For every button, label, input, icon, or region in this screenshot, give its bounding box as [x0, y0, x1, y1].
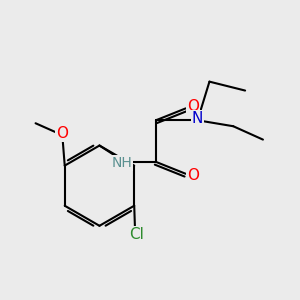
Text: N: N	[192, 111, 203, 126]
Text: O: O	[187, 99, 199, 114]
Text: NH: NH	[111, 156, 132, 170]
Text: O: O	[56, 126, 68, 141]
Text: O: O	[187, 168, 199, 183]
Text: Cl: Cl	[129, 227, 144, 242]
